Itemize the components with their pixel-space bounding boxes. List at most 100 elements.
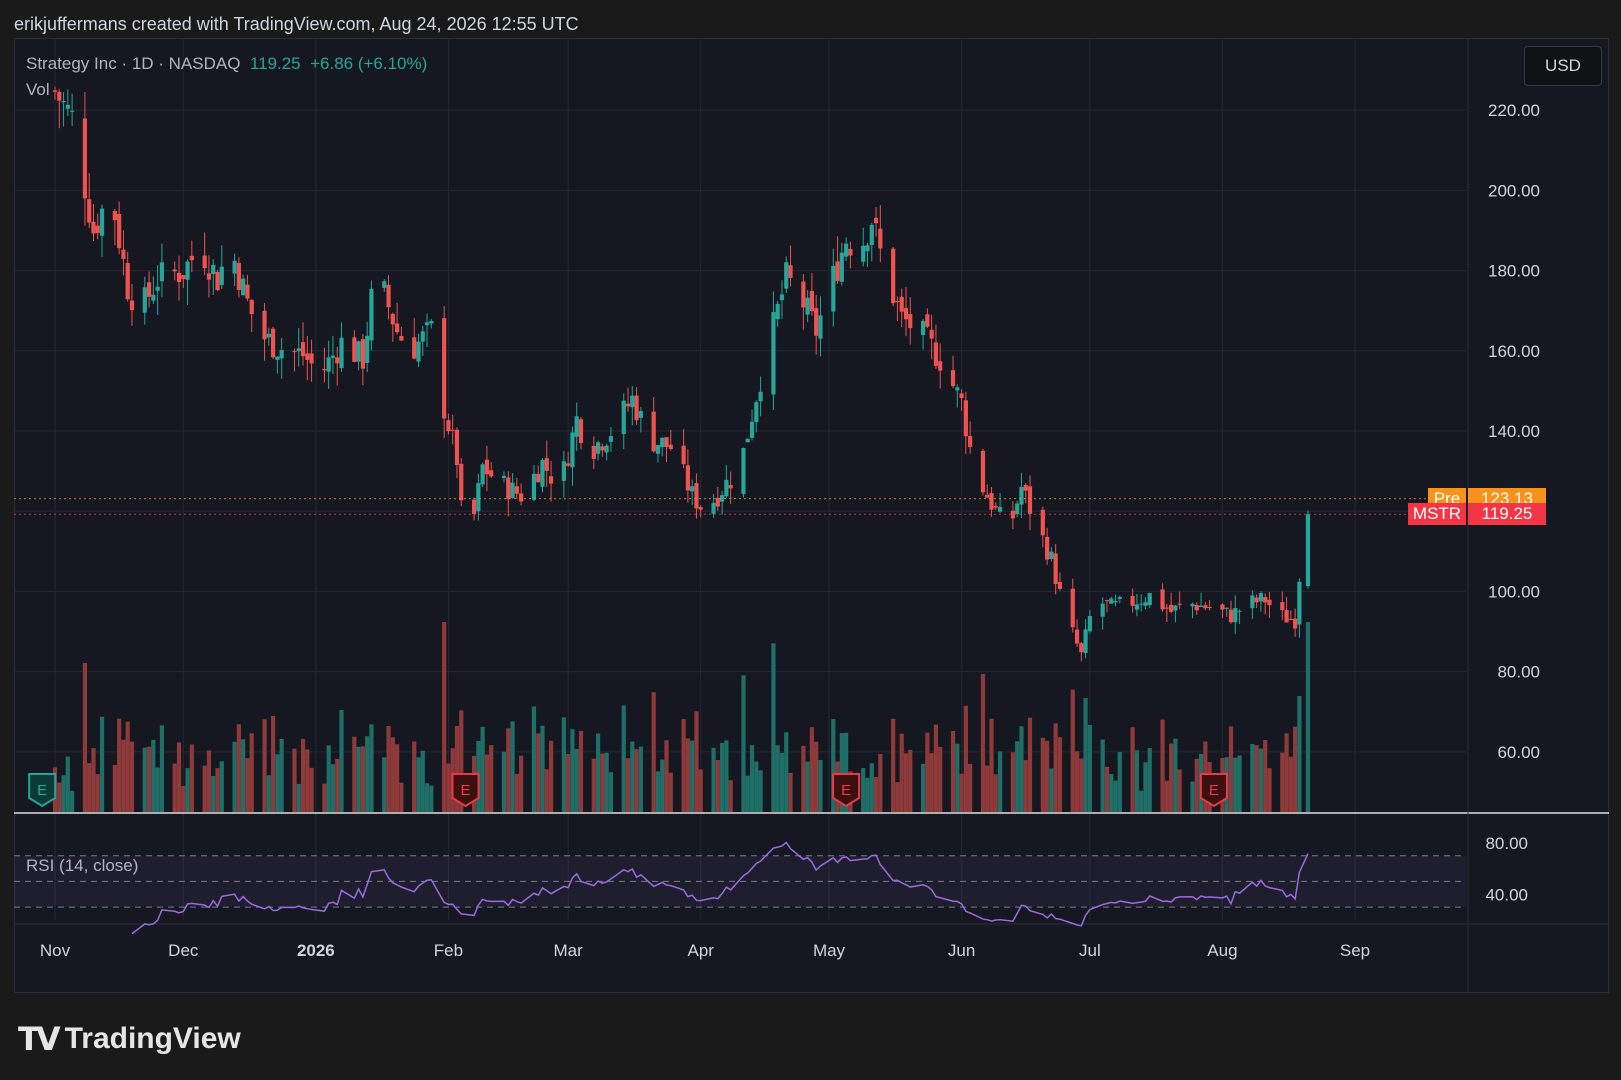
price-tick-label: 160.00 [1488,342,1540,361]
earnings-marker-label: E [1209,782,1219,799]
candle-body [335,357,340,364]
tradingview-logo[interactable]: 𝗧𝗩 TradingView [18,1020,241,1058]
time-tick-label: Aug [1207,941,1237,960]
candle-body [630,395,635,408]
volume-bar [189,744,194,812]
volume-bar [724,740,729,812]
candle-body [181,275,186,279]
candle-body [412,337,417,359]
volume-bar [322,783,327,812]
volume-bar [625,758,631,812]
candle-body [1258,593,1264,602]
candle-body [1040,509,1045,536]
attribution-text: erikjuffermans created with TradingView.… [14,14,579,34]
volume-bar [159,725,165,812]
volume-bar [429,785,434,812]
candle-body [1113,600,1118,603]
candle-body [117,214,122,249]
candle-body [1250,595,1255,609]
volume-bar [87,763,92,812]
volume-bar [232,741,237,812]
candle-body [1194,605,1199,611]
candle-body [275,356,280,360]
volume-bar [1083,698,1088,812]
volume-bar [99,716,105,812]
volume-bar [591,758,596,812]
volume-bar [685,738,690,812]
volume-bar [219,761,224,812]
volume-bar [125,721,130,812]
candle-body [480,464,485,485]
volume-bar [1087,724,1092,812]
time-tick-label: 2026 [297,941,335,960]
volume-bar [570,729,575,812]
candle-body [330,355,336,359]
candle-body [1147,593,1152,606]
volume-bar [506,728,511,812]
volume-bar [788,772,793,812]
candle-body [788,265,793,278]
volume-bar [185,768,190,812]
candle-body [142,287,147,313]
volume-bar [1169,743,1174,812]
rsi-line [131,841,1309,935]
volume-bar [980,674,986,812]
volume-bar [412,741,417,812]
volume-bar [91,748,96,812]
volume-bar [754,761,759,812]
candle-body [818,315,823,339]
volume-bar [1134,750,1140,812]
candle-body [65,104,70,109]
time-tick-label: Dec [168,941,199,960]
candle-body [681,445,686,465]
candle-body [566,463,571,466]
volume-bar [771,643,776,812]
chart-frame[interactable] [14,38,1609,993]
volume-bar [775,745,780,812]
volume-bar [720,742,725,812]
volume-label[interactable]: Vol [26,80,50,99]
candle-body [262,310,267,340]
volume-bar [1250,743,1255,812]
candle-body [531,473,537,500]
candle-body [87,199,92,223]
volume-bar [1293,726,1298,812]
candle-body [57,91,62,101]
volume-bar [963,705,968,812]
volume-bar [1045,740,1050,812]
volume-bar [399,782,404,812]
candle-body [442,318,447,419]
candle-body [189,255,194,261]
candle-body [1057,582,1063,589]
volume-bar [938,746,943,812]
symbol-legend[interactable]: Strategy Inc · 1D · NASDAQ 119.25 +6.86 … [26,54,427,74]
volume-bar [711,747,716,812]
volume-bar [690,740,695,812]
time-tick-label: Nov [40,941,71,960]
volume-bar [454,725,460,812]
volume-bar [561,717,566,812]
candle-body [1053,553,1058,585]
candle-body [1169,604,1174,612]
volume-bar [903,753,909,812]
candle-body [604,445,609,453]
rsi-label[interactable]: RSI (14, close) [26,856,139,875]
candle-body [544,458,549,471]
currency-button[interactable]: USD [1524,46,1602,86]
candle-body [993,505,998,508]
volume-bar [211,776,216,812]
time-tick-label: Mar [554,941,584,960]
volume-bar [1194,758,1199,812]
candle-body [809,290,815,311]
candle-body [446,420,451,432]
volume-bar [540,725,545,812]
candle-body [741,447,746,494]
candle-body [1173,605,1178,611]
candle-body [159,262,165,282]
price-tick-label: 100.00 [1488,582,1540,601]
volume-bar [933,724,939,812]
candle-body [1139,603,1144,605]
candle-body [950,370,956,387]
candle-body [416,341,421,362]
